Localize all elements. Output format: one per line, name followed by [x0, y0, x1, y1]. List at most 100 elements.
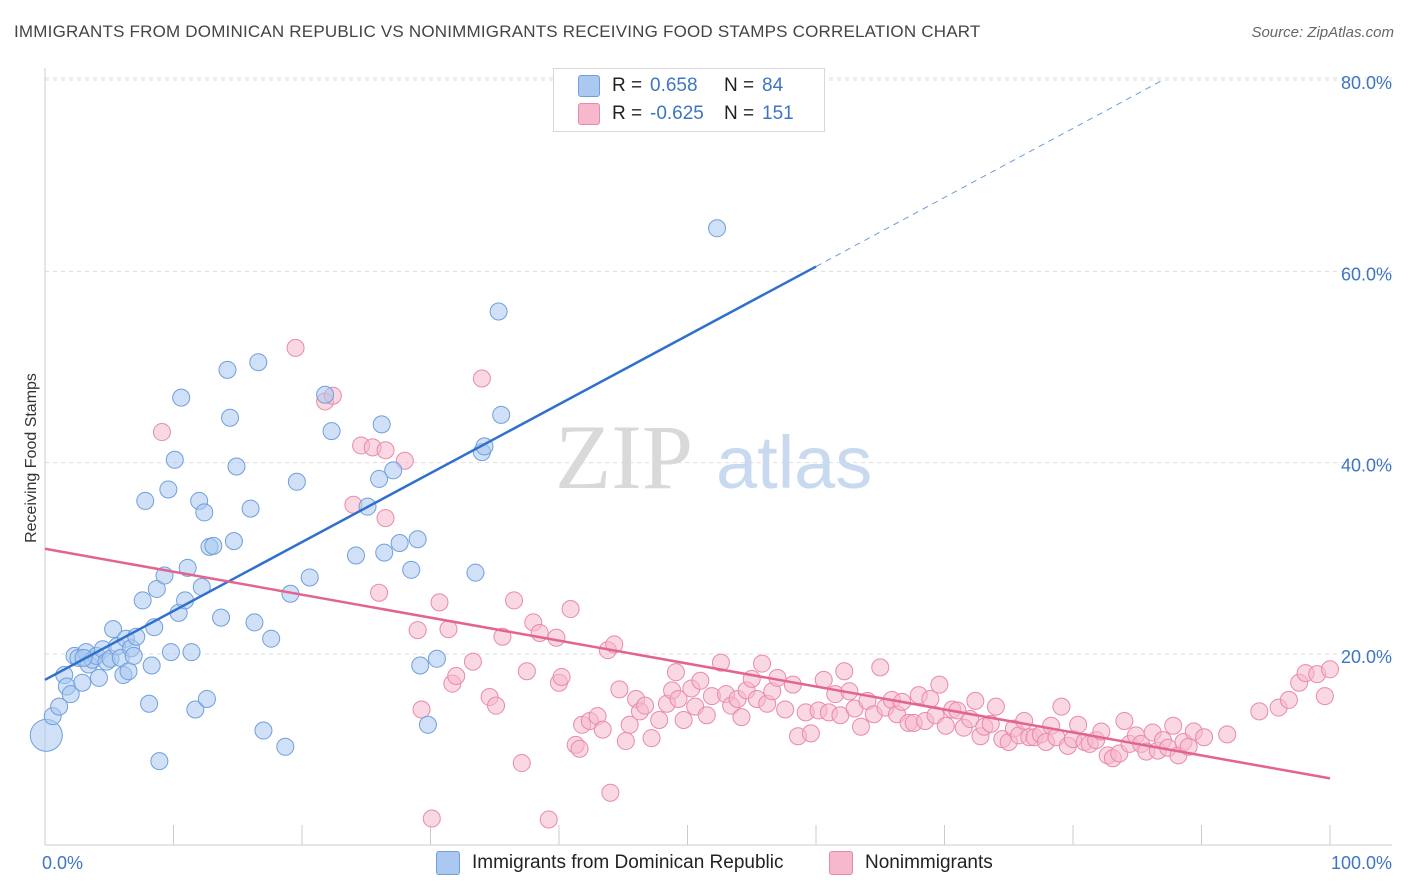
data-point	[165, 450, 184, 469]
x-tick-label-start: 0.0%	[42, 853, 83, 873]
data-point	[408, 530, 427, 549]
data-point	[159, 480, 178, 499]
data-point	[418, 715, 437, 734]
data-point	[547, 628, 566, 647]
data-point	[711, 653, 730, 672]
data-point	[73, 673, 92, 692]
watermark-zip: ZIP	[555, 406, 693, 508]
legend-row-nonimmigrants: R = -0.625 N = 151	[578, 101, 794, 127]
data-point	[140, 694, 159, 713]
chart-title: IMMIGRANTS FROM DOMINICAN REPUBLIC VS NO…	[14, 22, 981, 41]
y-tick-label: 80.0%	[1341, 73, 1392, 93]
data-point	[512, 754, 531, 773]
legend-label-immigrants: Immigrants from Dominican Republic	[472, 852, 784, 873]
y-tick-label: 20.0%	[1341, 647, 1392, 667]
y-axis-label: Receiving Food Stamps	[23, 373, 40, 543]
data-point	[224, 532, 243, 551]
correlation-legend: R = 0.658 N = 84 R = -0.625 N = 151	[553, 68, 825, 132]
data-point	[316, 385, 335, 404]
data-point	[489, 302, 508, 321]
legend-r-value: 0.658	[650, 75, 698, 96]
data-point	[370, 469, 389, 488]
data-point	[376, 509, 395, 528]
data-point	[986, 697, 1005, 716]
data-point	[227, 457, 246, 476]
data-point	[370, 583, 389, 602]
data-point	[178, 558, 197, 577]
grid-layer	[45, 77, 1392, 655]
data-point	[1250, 702, 1269, 721]
data-point	[276, 737, 295, 756]
series-immigrants-dominican-republic	[29, 219, 727, 771]
data-point	[1218, 725, 1237, 744]
data-point	[249, 353, 268, 372]
data-point	[61, 685, 80, 704]
legend-r-label: R =	[612, 103, 643, 124]
data-point	[287, 472, 306, 491]
x-tick-label-end: 100.0%	[1331, 853, 1392, 873]
data-point	[152, 423, 171, 442]
data-point	[1069, 715, 1088, 734]
data-point	[669, 689, 688, 708]
data-point	[133, 591, 152, 610]
data-point	[186, 700, 205, 719]
data-point	[147, 579, 166, 598]
data-point	[161, 643, 180, 662]
data-point	[650, 711, 669, 730]
data-point	[212, 608, 231, 627]
trend-line-nonimmigrants	[44, 547, 1331, 780]
data-point	[172, 388, 191, 407]
data-point	[1315, 687, 1334, 706]
data-point	[422, 809, 441, 828]
data-point	[1052, 697, 1071, 716]
legend-n-label: N =	[724, 75, 755, 96]
data-point	[221, 408, 240, 427]
data-point	[697, 706, 716, 725]
data-point	[346, 546, 365, 565]
legend-item-immigrants: Immigrants from Dominican Republic	[436, 851, 784, 875]
data-point	[851, 717, 870, 736]
data-point	[427, 649, 446, 668]
watermark: ZIP atlas	[555, 406, 872, 508]
data-point	[466, 563, 485, 582]
data-point	[195, 503, 214, 522]
data-point	[642, 729, 661, 748]
data-point	[930, 675, 949, 694]
data-point	[487, 696, 506, 715]
legend-swatch-blue	[578, 75, 600, 97]
data-point	[801, 724, 820, 743]
legend-n-value: 84	[762, 75, 784, 96]
source-label: Source: ZipAtlas.com	[1251, 24, 1394, 41]
data-point	[1279, 690, 1298, 709]
data-point	[732, 708, 751, 727]
data-point	[262, 629, 281, 648]
data-point	[463, 652, 482, 671]
legend-n-value: 151	[762, 103, 794, 124]
watermark-atlas: atlas	[716, 421, 872, 504]
trend-lines	[44, 79, 1331, 780]
data-point	[286, 338, 305, 357]
data-point	[691, 671, 710, 690]
y-tick-label: 60.0%	[1341, 264, 1392, 284]
data-point	[119, 662, 138, 681]
data-point	[570, 739, 589, 758]
data-point	[411, 656, 430, 675]
data-point	[1321, 660, 1339, 679]
data-point	[620, 715, 639, 734]
data-point	[447, 667, 466, 686]
legend-swatch-pink	[829, 851, 853, 875]
data-point	[376, 441, 395, 460]
data-point	[395, 451, 414, 470]
data-point	[104, 620, 123, 639]
data-point	[561, 600, 580, 619]
data-point	[593, 720, 612, 739]
data-point	[150, 752, 169, 771]
legend-label-nonimmigrants: Nonimmigrants	[865, 852, 993, 873]
series-nonimmigrants	[152, 338, 1339, 829]
trend-line-immigrants	[44, 265, 817, 681]
data-point	[517, 662, 536, 681]
y-tick-label: 40.0%	[1341, 456, 1392, 476]
data-point	[539, 810, 558, 829]
data-point	[29, 718, 63, 752]
